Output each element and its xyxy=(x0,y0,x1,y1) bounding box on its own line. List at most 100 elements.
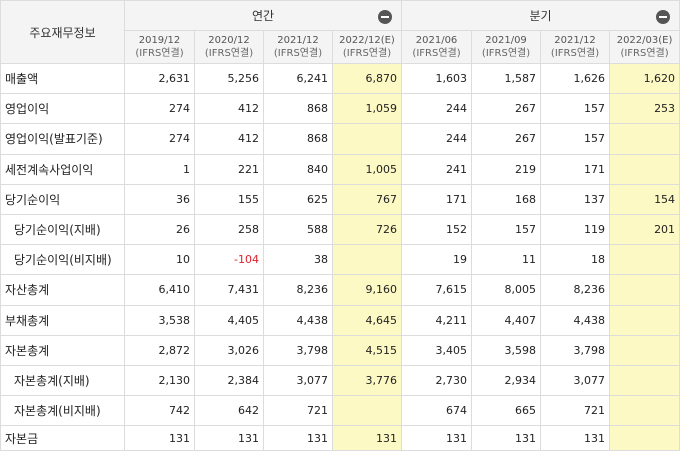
annual-period-header: 2020/12 (IFRS연결) xyxy=(194,30,264,64)
value-cell: 258 xyxy=(194,213,264,246)
value-cell: 7,431 xyxy=(194,274,264,306)
value-cell: 1,005 xyxy=(331,153,403,185)
value-cell: -104 xyxy=(194,244,264,276)
quarter-period-header: 2021/06 (IFRS연결) xyxy=(401,30,473,64)
value-cell: 171 xyxy=(540,153,611,185)
value-cell: 18 xyxy=(540,244,611,276)
table-row: 영업이익(발표기준) 274 412 868 244 267 157 xyxy=(0,123,681,155)
value-cell: 131 xyxy=(540,425,611,452)
value-cell: 1,603 xyxy=(401,62,473,95)
quarter-period-header: 2021/12 (IFRS연결) xyxy=(540,30,611,64)
table-row: 자본금 131 131 131 131 131 131 131 xyxy=(0,425,681,452)
annual-collapse-icon[interactable] xyxy=(378,10,393,24)
value-cell: 2,730 xyxy=(401,364,473,397)
value-cell: 4,645 xyxy=(331,304,403,336)
annual-group-label: 연간 xyxy=(251,9,275,23)
value-cell: 152 xyxy=(401,213,473,246)
value-cell: 267 xyxy=(471,93,542,125)
value-cell: 274 xyxy=(124,93,195,125)
value-cell: 588 xyxy=(263,213,333,246)
table-body: 매출액 2,631 5,256 6,241 6,870 1,603 1,587 1,626 1,… xyxy=(0,62,681,452)
value-cell: 131 xyxy=(194,425,264,452)
value-cell: 11 xyxy=(471,244,542,276)
quarter-group-header: 분기 xyxy=(401,0,681,31)
value-cell xyxy=(609,334,681,366)
value-cell: 868 xyxy=(263,123,333,155)
period-basis: (IFRS연결) xyxy=(620,48,669,59)
period-date: 2022/12(E) xyxy=(339,35,395,46)
value-cell: 157 xyxy=(540,123,611,155)
value-cell: 171 xyxy=(401,183,473,215)
value-cell: 3,405 xyxy=(401,334,473,366)
row-label: 자본총계 xyxy=(0,334,125,366)
value-cell: 726 xyxy=(331,213,403,246)
value-cell: 6,241 xyxy=(263,62,333,95)
period-header-row: 2019/12 (IFRS연결) 2020/12 (IFRS연결) 2021/12 (IF… xyxy=(1,30,681,64)
row-label: 세전계속사업이익 xyxy=(0,153,125,185)
value-cell: 3,026 xyxy=(194,334,264,366)
period-basis: (IFRS연결) xyxy=(135,48,184,59)
value-cell: 6,870 xyxy=(331,62,403,95)
value-cell xyxy=(609,364,681,397)
value-cell: 4,407 xyxy=(471,304,542,336)
row-label: 당기순이익(지배) xyxy=(0,213,125,246)
value-cell: 2,872 xyxy=(124,334,195,366)
period-basis: (IFRS연결) xyxy=(550,48,600,59)
row-label: 당기순이익 xyxy=(0,183,125,215)
value-cell: 253 xyxy=(609,93,681,125)
table-row: 당기순이익(지배) 26 258 588 726 152 157 119 201 xyxy=(0,213,681,246)
period-basis: (IFRS연결) xyxy=(412,48,461,59)
value-cell: 131 xyxy=(331,425,403,452)
value-cell: 642 xyxy=(194,395,264,427)
row-label: 영업이익 xyxy=(0,93,125,125)
value-cell: 2,384 xyxy=(194,364,264,397)
quarter-collapse-icon[interactable] xyxy=(656,10,671,24)
table-row: 당기순이익 36 155 625 767 171 168 137 154 xyxy=(0,183,681,215)
period-basis: (IFRS연결) xyxy=(273,48,323,59)
row-label: 부채총계 xyxy=(0,304,125,336)
value-cell: 10 xyxy=(124,244,195,276)
value-cell xyxy=(609,395,681,427)
value-cell: 5,256 xyxy=(194,62,264,95)
row-label: 당기순이익(비지배) xyxy=(0,244,125,276)
value-cell: 2,934 xyxy=(471,364,542,397)
value-cell: 4,211 xyxy=(401,304,473,336)
value-cell xyxy=(609,123,681,155)
value-cell: 274 xyxy=(124,123,195,155)
value-cell xyxy=(609,304,681,336)
quarter-period-header: 2022/03(E) (IFRS연결) xyxy=(609,30,681,64)
value-cell: 840 xyxy=(263,153,333,185)
table-row: 부채총계 3,538 4,405 4,438 4,645 4,211 4,407 4,438 xyxy=(0,304,681,336)
row-label: 자본총계(비지배) xyxy=(0,395,125,427)
row-label: 영업이익(발표기준) xyxy=(0,123,125,155)
value-cell: 1,587 xyxy=(471,62,542,95)
value-cell: 3,077 xyxy=(263,364,333,397)
quarter-period-header: 2021/09 (IFRS연결) xyxy=(471,30,542,64)
value-cell: 1,059 xyxy=(331,93,403,125)
period-date: 2020/12 xyxy=(208,35,250,46)
value-cell: 625 xyxy=(263,183,333,215)
value-cell: 767 xyxy=(331,183,403,215)
value-cell: 721 xyxy=(263,395,333,427)
value-cell: 1 xyxy=(124,153,195,185)
value-cell: 4,438 xyxy=(540,304,611,336)
period-date: 2021/12 xyxy=(554,35,596,46)
row-label: 자산총계 xyxy=(0,274,125,306)
value-cell xyxy=(609,425,681,452)
table-row: 자산총계 6,410 7,431 8,236 9,160 7,615 8,005 8,236 xyxy=(0,274,681,306)
value-cell: 3,798 xyxy=(263,334,333,366)
value-cell: 868 xyxy=(263,93,333,125)
value-cell: 2,631 xyxy=(124,62,195,95)
period-basis: (IFRS연결) xyxy=(481,48,531,59)
value-cell: 155 xyxy=(194,183,264,215)
table-row: 당기순이익(비지배) 10 -104 38 19 11 18 xyxy=(0,244,681,276)
value-cell: 8,005 xyxy=(471,274,542,306)
value-cell: 244 xyxy=(401,123,473,155)
value-cell: 7,615 xyxy=(401,274,473,306)
value-cell: 742 xyxy=(124,395,195,427)
annual-group-header: 연간 xyxy=(123,0,403,31)
value-cell: 4,405 xyxy=(194,304,264,336)
value-cell: 157 xyxy=(471,213,542,246)
value-cell: 36 xyxy=(124,183,195,215)
value-cell: 154 xyxy=(609,183,681,215)
